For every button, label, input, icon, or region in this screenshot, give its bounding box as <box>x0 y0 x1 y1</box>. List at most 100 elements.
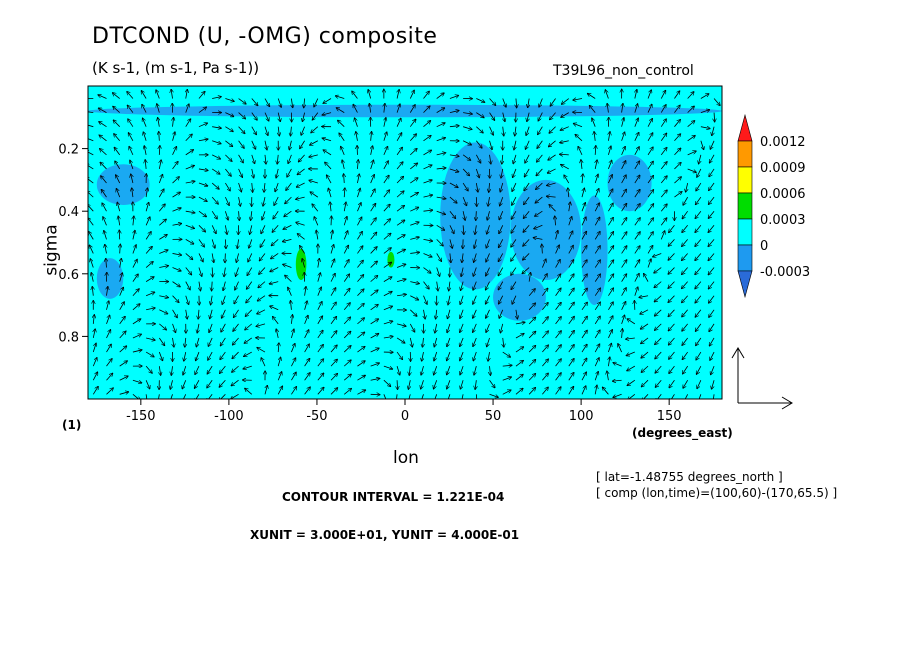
wind-vector-813 <box>568 387 574 395</box>
reference-vector <box>731 347 793 410</box>
wind-vector-352 <box>304 98 305 108</box>
wind-vector-415 <box>330 360 337 367</box>
wind-vector-1036 <box>712 126 714 136</box>
wind-vector-69 <box>129 133 134 141</box>
wind-vector-49 <box>115 161 121 170</box>
wind-vector-760 <box>541 259 546 268</box>
wind-vector-212 <box>211 295 213 305</box>
wind-vector-48 <box>114 148 121 156</box>
wind-vector-858 <box>605 90 609 99</box>
wind-vector-315 <box>274 196 279 205</box>
x-axis-label: lon <box>393 448 419 468</box>
wind-vector-824 <box>581 232 586 240</box>
wind-vector-501 <box>383 336 393 337</box>
wind-vector-735 <box>523 225 530 232</box>
reference-arrowhead-up <box>731 347 745 359</box>
wind-vector-21 <box>92 387 98 395</box>
wind-vector-562 <box>423 267 430 273</box>
wind-vector-1051 <box>710 337 715 346</box>
wind-vector-242 <box>238 98 246 104</box>
wind-vector-962 <box>655 323 662 330</box>
wind-vector-653 <box>473 309 477 318</box>
wind-vector-144 <box>172 267 181 271</box>
wind-vector-168 <box>185 295 189 305</box>
wind-vector-932 <box>647 204 653 212</box>
wind-vector-652 <box>473 295 477 304</box>
wind-vector-613 <box>447 365 451 374</box>
wind-vector-127 <box>158 337 164 345</box>
wind-vector-849 <box>594 274 600 282</box>
plot-area <box>87 85 723 400</box>
wind-vector-684 <box>503 126 504 136</box>
wind-vector-564 <box>423 295 426 304</box>
wind-vector-766 <box>542 345 548 353</box>
wind-vector-281 <box>244 337 253 343</box>
wind-vector-859 <box>607 104 608 113</box>
wind-vector-262 <box>231 379 239 385</box>
wind-vector-283 <box>243 365 252 369</box>
wind-vector-886 <box>621 175 626 184</box>
wind-vector-459 <box>357 361 364 367</box>
wind-vector-614 <box>447 380 451 388</box>
wind-vector-25 <box>99 135 107 142</box>
wind-vector-868 <box>608 232 613 240</box>
wind-vector-257 <box>234 309 239 317</box>
wind-vector-141 <box>172 224 182 226</box>
wind-vector-517 <box>396 250 405 254</box>
wind-vector-568 <box>422 351 424 361</box>
wind-vector-57 <box>119 273 123 282</box>
wind-vector-699 <box>503 337 504 347</box>
wind-vector-689 <box>500 196 504 205</box>
wind-vector-1021 <box>695 225 702 232</box>
wind-vector-367 <box>304 301 308 310</box>
wind-vector-108 <box>145 380 150 388</box>
wind-vector-835 <box>581 386 586 395</box>
wind-vector-896 <box>621 315 625 325</box>
wind-vector-954 <box>660 204 667 212</box>
wind-vector-1039 <box>709 168 715 176</box>
wind-vector-125 <box>159 309 167 314</box>
wind-vector-574 <box>436 123 445 128</box>
wind-vector-350 <box>291 372 296 381</box>
wind-vector-952 <box>660 176 667 184</box>
wind-vector-1001 <box>682 253 688 260</box>
wind-vector-375 <box>312 112 319 120</box>
wind-vector-809 <box>568 331 574 339</box>
wind-vector-138 <box>172 177 180 184</box>
wind-vector-569 <box>421 366 424 375</box>
wind-vector-333 <box>289 140 291 150</box>
wind-vector-1002 <box>682 267 688 275</box>
wind-vector-490 <box>383 176 389 184</box>
wind-vector-259 <box>233 337 239 345</box>
wind-vector-801 <box>568 217 572 226</box>
wind-vector-45 <box>113 107 120 113</box>
wind-vector-852 <box>594 316 600 325</box>
wind-vector-58 <box>119 287 124 296</box>
wind-vector-756 <box>535 210 543 216</box>
wind-vector-683 <box>503 112 505 122</box>
wind-vector-129 <box>159 366 160 375</box>
wind-vector-721 <box>515 334 524 339</box>
wind-vector-403 <box>328 189 332 198</box>
wind-vector-256 <box>234 295 239 304</box>
wind-vector-395 <box>317 388 324 395</box>
wind-vector-779 <box>555 216 556 226</box>
wind-vector-585 <box>437 281 438 291</box>
wind-vector-936 <box>647 259 651 268</box>
wind-vector-52 <box>117 203 121 212</box>
wind-vector-793 <box>561 112 569 118</box>
wind-vector-876 <box>608 344 611 353</box>
wind-vector-903 <box>634 104 638 113</box>
wind-vector-59 <box>119 302 125 310</box>
wind-vector-529 <box>409 105 415 113</box>
wind-vector-374 <box>314 98 319 107</box>
wind-vector-5 <box>88 164 94 170</box>
wind-vector-551 <box>423 106 429 113</box>
wind-vector-288 <box>264 126 268 136</box>
wind-vector-286 <box>264 98 269 107</box>
wind-vector-523 <box>396 337 405 343</box>
wind-vector-933 <box>647 218 653 226</box>
wind-vector-708 <box>513 154 517 164</box>
wind-vector-422 <box>341 147 345 156</box>
wind-vector-264 <box>251 98 258 106</box>
